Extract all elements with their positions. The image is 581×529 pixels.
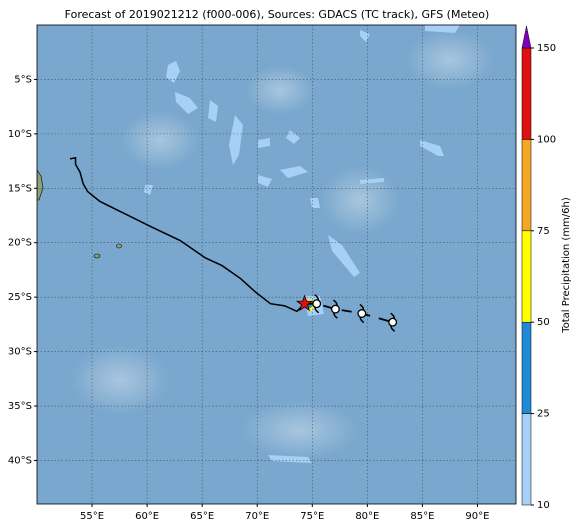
land [37,169,122,259]
x-tick-label: 75°E [300,511,324,522]
colorbar-extension [521,25,532,49]
y-tick-label: 20°S [8,238,32,249]
precip-areas [144,25,460,463]
y-tick-label: 40°S [8,455,32,466]
x-tick-label: 60°E [135,511,159,522]
colorbar-tick-label: 25 [537,409,550,420]
colorbar-segment [521,139,532,232]
forecast-position [357,309,367,318]
forecast-position [330,304,340,314]
x-tick-label: 65°E [190,511,214,522]
colorbar-label: Total Precipitation (mm/6h) [561,197,572,334]
y-tick-label: 15°S [8,183,32,194]
x-tick-label: 85°E [410,511,434,522]
colorbar-segment [521,47,532,140]
map-area [37,25,516,504]
y-tick-label: 5°S [14,74,32,85]
y-tick-label: 10°S [8,129,32,140]
colorbar-segment [521,321,532,414]
colorbar-tick-label: 50 [537,317,550,328]
current-position [295,294,314,312]
y-tick-label: 25°S [8,292,32,303]
y-tick-label: 30°S [8,347,32,358]
colorbar-tick-label: 75 [537,226,550,237]
map-frame [36,24,517,505]
colorbar-segment [521,230,532,323]
x-tick-label: 70°E [245,511,269,522]
x-tick-label: 90°E [465,511,489,522]
colorbar-tick-label: 100 [537,134,556,145]
colorbar-tick-label: 10 [537,500,550,511]
y-tick-label: 35°S [8,401,32,412]
map-title: Forecast of 2019021212 (f000-006), Sourc… [65,8,490,21]
colorbar-tick-label: 150 [537,43,556,54]
x-tick-label: 55°E [80,511,104,522]
cloud-shading [70,30,495,460]
x-tick-label: 80°E [355,511,379,522]
forecast-position [312,299,322,309]
past-track [69,156,306,313]
forecast-position [388,317,398,327]
colorbar-segment [521,413,532,506]
